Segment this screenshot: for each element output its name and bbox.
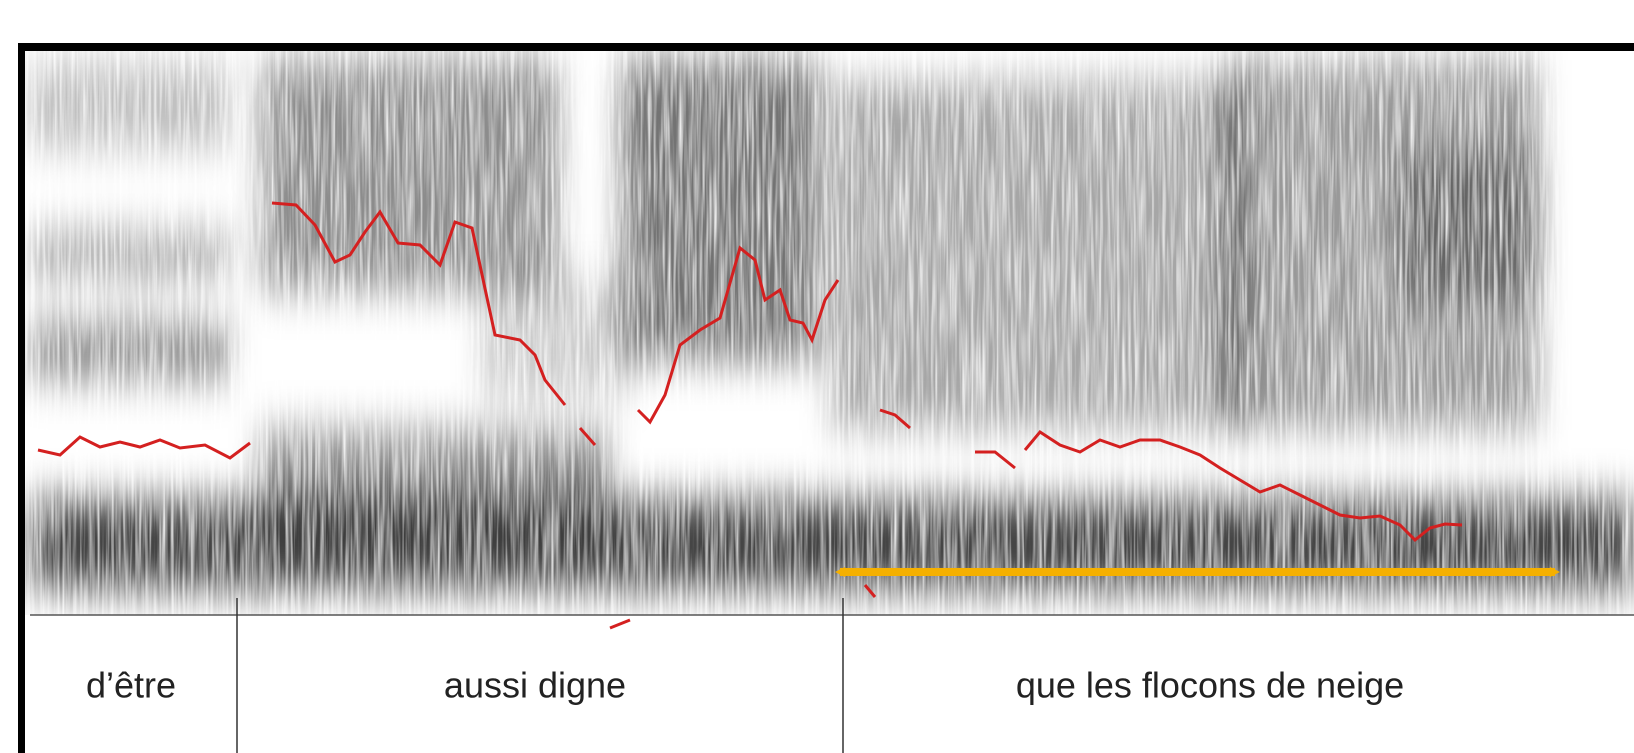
left-border	[18, 43, 25, 753]
spectrogram	[24, 50, 1634, 615]
segment-label: aussi digne	[444, 665, 626, 706]
pitch-contour	[37, 201, 1463, 630]
segment-label: d’être	[86, 665, 176, 706]
top-border	[18, 43, 1634, 51]
segment-label: que les flocons de neige	[1016, 665, 1404, 706]
